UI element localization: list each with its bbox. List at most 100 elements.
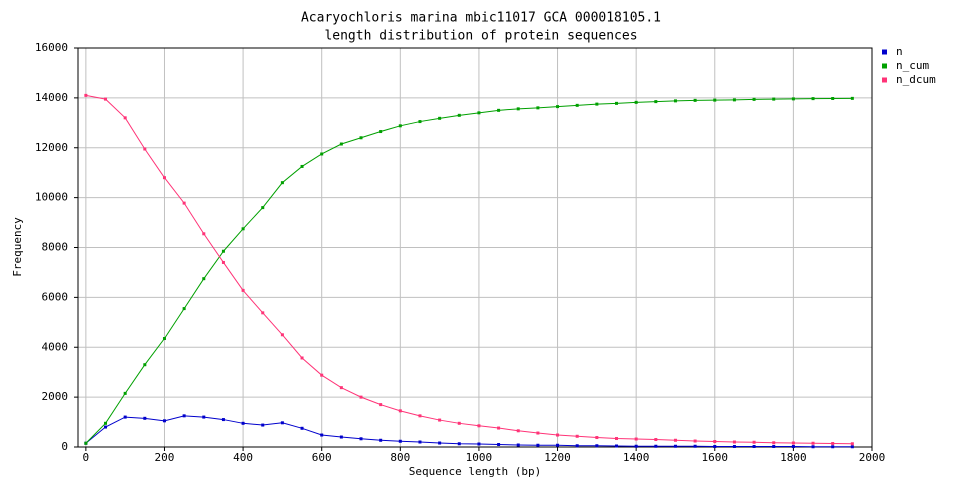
data-point: [398, 409, 402, 413]
legend-marker: [882, 77, 887, 83]
x-tick-label: 0: [83, 451, 90, 464]
data-point: [831, 445, 835, 449]
y-tick-label: 6000: [42, 290, 69, 303]
data-point: [418, 440, 422, 444]
data-point: [379, 403, 383, 407]
legend-label: n_cum: [896, 59, 929, 72]
data-point: [477, 111, 481, 115]
data-point: [575, 434, 579, 438]
data-point: [497, 443, 501, 447]
data-point: [182, 307, 186, 311]
data-point: [634, 437, 638, 441]
data-point: [143, 363, 147, 367]
x-tick-label: 400: [233, 451, 253, 464]
data-point: [732, 98, 736, 102]
data-point: [713, 445, 717, 449]
x-tick-label: 600: [312, 451, 332, 464]
data-point: [202, 415, 206, 419]
data-point: [791, 97, 795, 101]
x-tick-label: 1000: [466, 451, 493, 464]
data-point: [320, 152, 324, 156]
y-tick-label: 14000: [35, 91, 68, 104]
data-point: [752, 440, 756, 444]
data-point: [438, 441, 442, 445]
data-point: [713, 98, 717, 102]
data-point: [536, 431, 540, 435]
data-point: [84, 441, 88, 445]
data-point: [850, 442, 854, 446]
data-point: [693, 444, 697, 448]
data-point: [438, 116, 442, 120]
data-point: [536, 443, 540, 447]
data-point: [654, 438, 658, 442]
data-point: [556, 105, 560, 109]
data-point: [359, 437, 363, 441]
x-tick-label: 1400: [623, 451, 650, 464]
y-tick-label: 8000: [42, 241, 69, 254]
data-point: [241, 227, 245, 231]
legend-marker: [882, 49, 887, 55]
y-tick-label: 0: [61, 440, 68, 453]
data-point: [575, 103, 579, 107]
data-point: [182, 201, 186, 205]
data-point: [516, 443, 520, 447]
data-point: [261, 423, 265, 427]
legend-label: n_dcum: [896, 73, 936, 86]
data-point: [831, 442, 835, 446]
data-point: [123, 415, 127, 419]
data-point: [595, 102, 599, 106]
x-tick-label: 800: [390, 451, 410, 464]
data-point: [497, 426, 501, 430]
data-point: [261, 311, 265, 315]
data-point: [418, 120, 422, 124]
data-point: [398, 439, 402, 443]
data-point: [791, 445, 795, 449]
data-point: [556, 433, 560, 437]
data-point: [300, 426, 304, 430]
data-point: [634, 444, 638, 448]
data-point: [84, 93, 88, 97]
series-line: [85, 415, 853, 448]
y-axis-label: Frequency: [11, 217, 24, 277]
y-tick-label: 12000: [35, 141, 68, 154]
data-point: [673, 99, 677, 103]
data-point: [772, 445, 776, 449]
data-point: [595, 436, 599, 440]
data-point: [850, 445, 854, 449]
data-point: [811, 97, 815, 101]
data-point: [418, 414, 422, 418]
data-point: [615, 444, 619, 448]
data-point: [359, 136, 363, 140]
data-point: [123, 391, 127, 395]
data-point: [280, 333, 284, 337]
data-point: [339, 435, 343, 439]
data-point: [320, 433, 324, 437]
series-line: [85, 94, 853, 445]
chart-title: Acaryochloris marina mbic11017 GCA 00001…: [301, 11, 661, 26]
data-point: [182, 414, 186, 418]
data-point: [752, 97, 756, 101]
data-point: [202, 232, 206, 236]
data-point: [654, 444, 658, 448]
data-point: [772, 97, 776, 101]
data-point: [339, 142, 343, 146]
data-point: [438, 418, 442, 422]
data-point: [497, 108, 501, 112]
data-point: [280, 421, 284, 425]
x-tick-label: 1600: [702, 451, 729, 464]
data-point: [516, 429, 520, 433]
data-point: [241, 288, 245, 292]
series-line: [85, 97, 853, 444]
data-point: [104, 97, 108, 101]
data-point: [379, 438, 383, 442]
data-point: [713, 440, 717, 444]
data-point: [359, 395, 363, 399]
data-point: [791, 441, 795, 445]
data-point: [457, 442, 461, 446]
data-point: [811, 445, 815, 449]
x-tick-label: 1800: [780, 451, 807, 464]
data-point: [162, 176, 166, 180]
data-point: [143, 147, 147, 151]
